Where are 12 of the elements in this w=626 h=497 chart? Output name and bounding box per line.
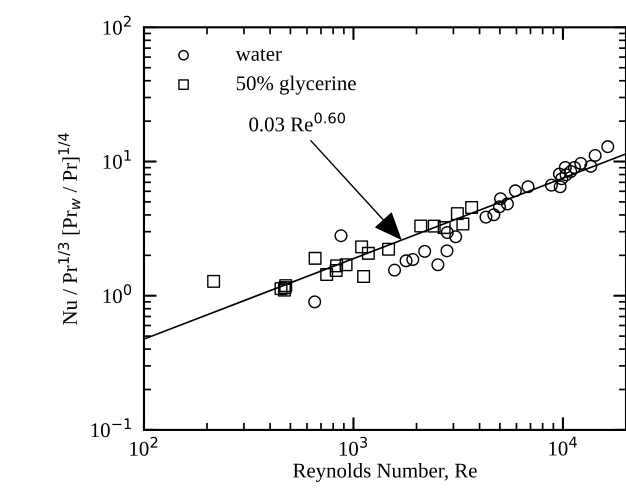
y-tick-label: 10$^{−1}$ [92,418,131,438]
annotation: 0.03 Re$^{0.60}$ [249,112,346,132]
x-tick-label: 10$^{2}$ [130,436,158,456]
x-tick-label: 10$^{4}$ [549,436,577,456]
y-tick-label: 10$^{0}$ [104,284,132,304]
x-tick-label: 10$^{3}$ [340,436,368,456]
y-tick-label: 10$^{1}$ [104,150,131,169]
y-tick-label: 10$^{2}$ [104,16,131,35]
legend-label: water [236,48,282,61]
y-axis-title: Nu / Pr$^{1/3}$ [Pr$_{w}$ / Pr]$^{1/4}$ [58,133,80,325]
x-axis-title: Reynolds Number, Re [293,462,477,482]
legend-label: 50% glycerine [236,76,356,95]
